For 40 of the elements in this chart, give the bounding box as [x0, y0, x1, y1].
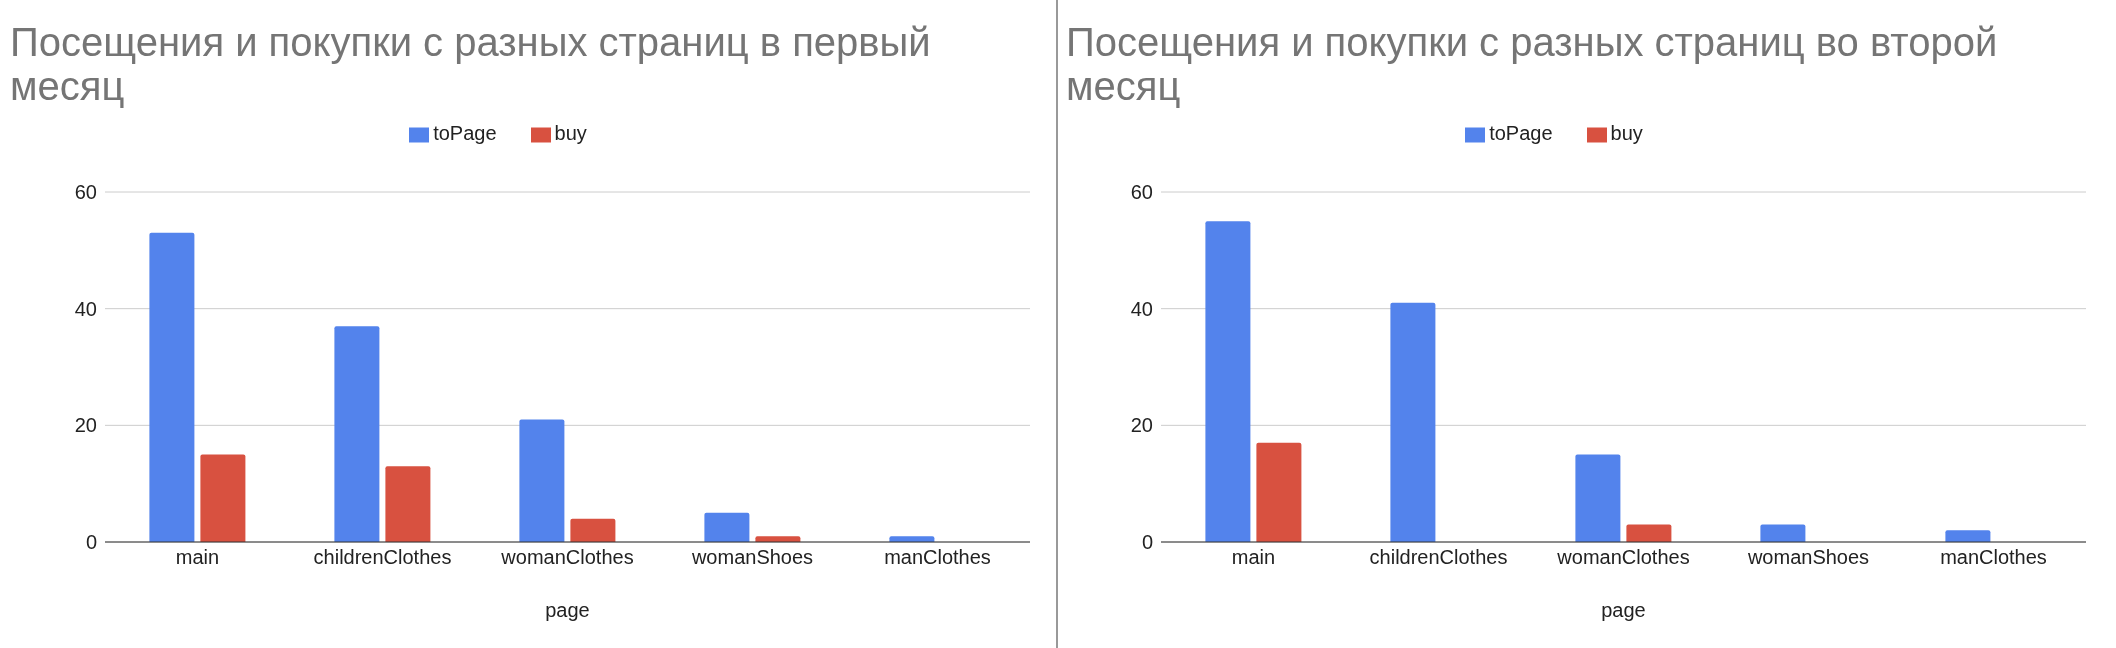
- x-axis-title: page: [1601, 599, 1646, 621]
- bar: [385, 466, 431, 542]
- x-tick-label: womanShoes: [690, 546, 814, 569]
- bar: [149, 232, 195, 542]
- bar: [519, 419, 565, 542]
- legend-label: toPage: [433, 122, 497, 144]
- y-tick-label: 60: [1130, 181, 1153, 204]
- y-tick-label: 40: [1130, 297, 1153, 320]
- bar: [200, 454, 246, 542]
- y-tick-label: 20: [74, 414, 97, 437]
- legend-label: buy: [1610, 122, 1643, 144]
- bar: [570, 518, 616, 542]
- bar: [704, 512, 750, 542]
- bar: [1760, 524, 1806, 542]
- x-tick-label: manClothes: [884, 546, 991, 569]
- chart-title: Посещения и покупки с разных страниц во второй месяц: [1066, 20, 1999, 108]
- x-tick-label: manClothes: [1940, 546, 2047, 569]
- legend-label: buy: [554, 122, 587, 144]
- x-tick-label: main: [1231, 546, 1276, 569]
- bar: [1390, 302, 1436, 542]
- bar: [334, 326, 380, 542]
- y-tick-label: 0: [1141, 531, 1153, 554]
- x-tick-label: childrenClothes: [1369, 546, 1508, 569]
- bar: [1256, 442, 1302, 542]
- y-tick-label: 0: [85, 531, 97, 554]
- x-tick-label: main: [175, 546, 220, 569]
- y-tick-label: 20: [1130, 414, 1153, 437]
- y-tick-label: 60: [74, 181, 97, 204]
- bar: [1945, 530, 1991, 542]
- x-axis-title: page: [545, 599, 590, 621]
- chart-title: Посещения и покупки с разных страниц в первый месяц: [10, 20, 932, 108]
- x-tick-label: womanClothes: [1556, 546, 1690, 569]
- y-tick-label: 40: [74, 297, 97, 320]
- bar: [1575, 454, 1621, 542]
- x-tick-label: womanClothes: [500, 546, 634, 569]
- x-tick-label: childrenClothes: [313, 546, 452, 569]
- bar: [1205, 221, 1251, 542]
- legend-label: toPage: [1489, 122, 1553, 144]
- x-tick-label: womanShoes: [1746, 546, 1870, 569]
- bar: [1626, 524, 1672, 542]
